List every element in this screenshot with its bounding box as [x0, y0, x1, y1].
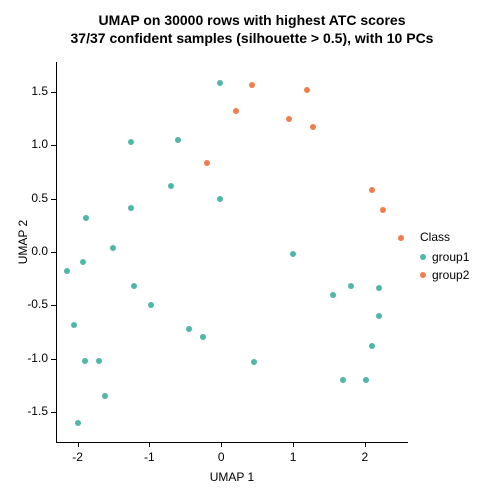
y-tick [51, 199, 56, 200]
x-axis-line [56, 442, 408, 443]
data-point-group2 [233, 108, 239, 114]
data-point-group2 [369, 187, 375, 193]
y-tick-label: -1.5 [12, 404, 48, 418]
y-tick [51, 412, 56, 413]
data-point-group1 [217, 196, 223, 202]
data-point-group1 [102, 393, 108, 399]
data-point-group1 [376, 313, 382, 319]
x-tick-label: 1 [273, 450, 313, 464]
x-tick [78, 442, 79, 447]
x-tick [221, 442, 222, 447]
data-point-group1 [340, 377, 346, 383]
data-point-group2 [398, 235, 404, 241]
y-tick [51, 252, 56, 253]
data-point-group1 [131, 283, 137, 289]
data-point-group2 [380, 207, 386, 213]
y-axis-line [56, 62, 57, 442]
legend-item-group1: group1 [420, 250, 469, 264]
y-tick-label: -1.0 [12, 351, 48, 365]
data-point-group1 [290, 251, 296, 257]
data-point-group1 [83, 215, 89, 221]
legend-item-group2: group2 [420, 268, 469, 282]
data-point-group1 [168, 183, 174, 189]
data-point-group2 [249, 82, 255, 88]
data-point-group1 [369, 343, 375, 349]
chart-title-line2: 37/37 confident samples (silhouette > 0.… [0, 30, 504, 46]
data-point-group1 [376, 285, 382, 291]
data-point-group1 [363, 377, 369, 383]
legend-label: group1 [432, 250, 469, 264]
data-point-group1 [217, 80, 223, 86]
data-point-group1 [128, 139, 134, 145]
legend-title: Class [420, 230, 450, 244]
data-point-group1 [128, 205, 134, 211]
umap-scatter-chart: UMAP on 30000 rows with highest ATC scor… [0, 0, 504, 504]
x-tick [365, 442, 366, 447]
plot-area [56, 62, 408, 442]
x-tick-label: 2 [345, 450, 385, 464]
y-tick-label: -0.5 [12, 297, 48, 311]
chart-title-line1: UMAP on 30000 rows with highest ATC scor… [0, 12, 504, 28]
x-tick-label: -2 [58, 450, 98, 464]
y-axis-title: UMAP 2 [16, 202, 30, 282]
x-axis-title: UMAP 1 [56, 470, 408, 484]
data-point-group2 [304, 87, 310, 93]
data-point-group1 [175, 137, 181, 143]
data-point-group1 [348, 283, 354, 289]
data-point-group1 [251, 359, 257, 365]
data-point-group1 [200, 334, 206, 340]
y-tick-label: 1.0 [12, 137, 48, 151]
y-tick-label: 1.5 [12, 84, 48, 98]
legend-swatch-icon [420, 254, 426, 260]
data-point-group1 [186, 326, 192, 332]
data-point-group1 [96, 358, 102, 364]
x-tick [149, 442, 150, 447]
data-point-group1 [64, 268, 70, 274]
y-tick [51, 92, 56, 93]
data-point-group2 [204, 160, 210, 166]
data-point-group1 [80, 259, 86, 265]
legend-label: group2 [432, 268, 469, 282]
x-tick-label: -1 [129, 450, 169, 464]
x-tick-label: 0 [201, 450, 241, 464]
data-point-group1 [75, 420, 81, 426]
data-point-group2 [310, 124, 316, 130]
data-point-group1 [110, 245, 116, 251]
x-tick [293, 442, 294, 447]
data-point-group1 [148, 302, 154, 308]
y-tick-label: 0.0 [12, 244, 48, 258]
y-tick [51, 359, 56, 360]
legend-swatch-icon [420, 272, 426, 278]
y-tick [51, 145, 56, 146]
y-tick-label: 0.5 [12, 191, 48, 205]
y-tick [51, 305, 56, 306]
data-point-group1 [330, 292, 336, 298]
data-point-group2 [286, 116, 292, 122]
data-point-group1 [71, 322, 77, 328]
data-point-group1 [82, 358, 88, 364]
